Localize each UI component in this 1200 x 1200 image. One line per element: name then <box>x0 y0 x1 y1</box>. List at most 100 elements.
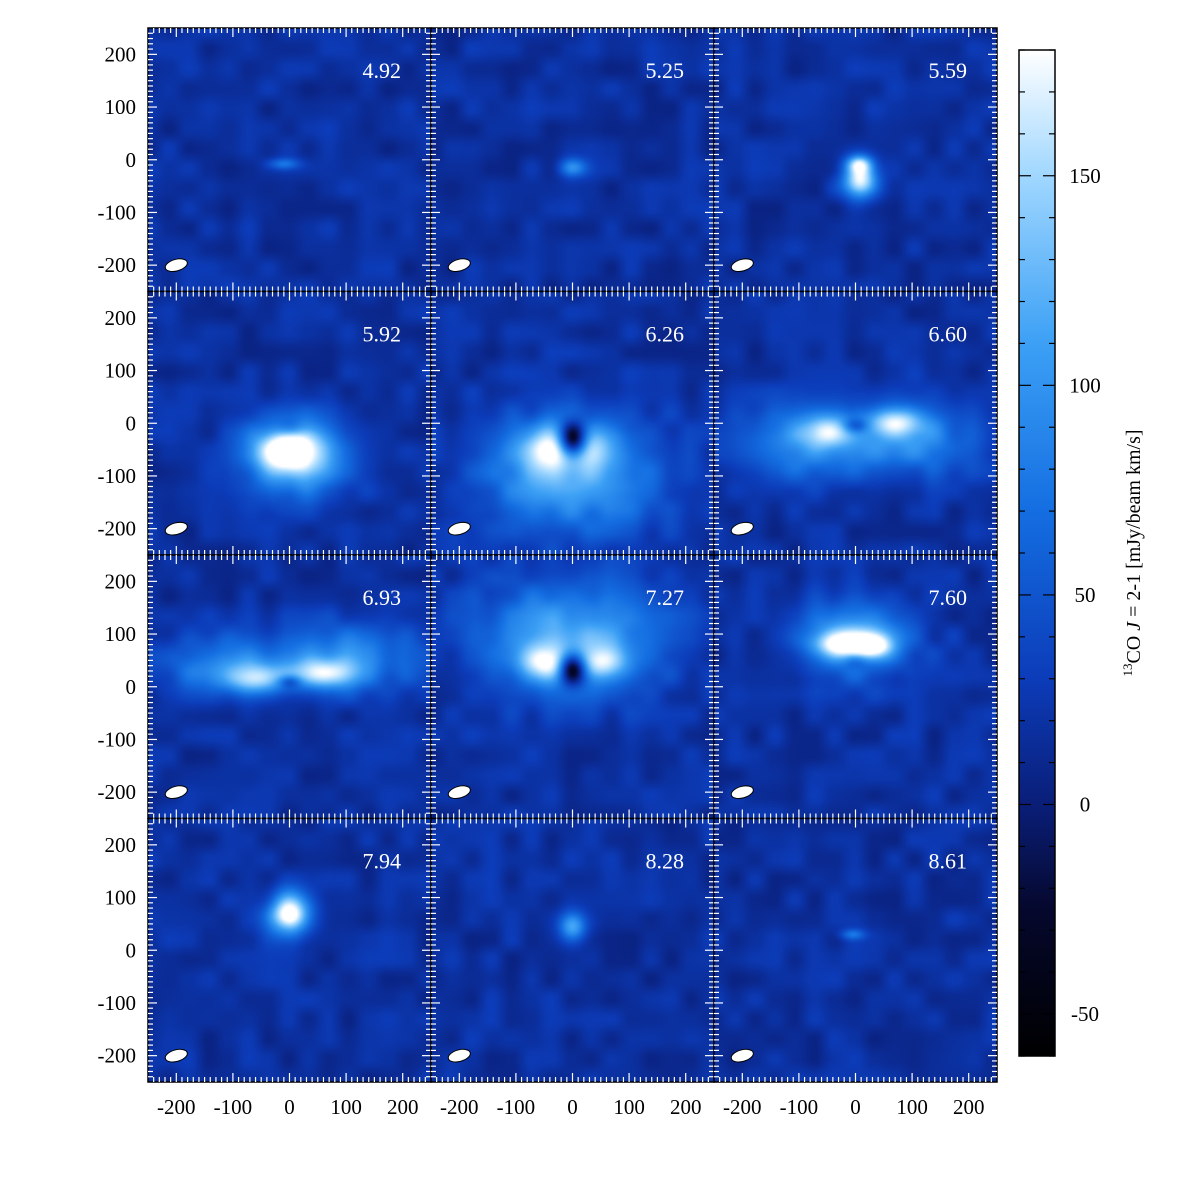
intensity-map <box>714 818 997 1082</box>
intensity-map <box>431 28 714 292</box>
y-tick-label: 200 <box>105 306 137 330</box>
colorbar-label: 13CO J = 2-1 [mJy/beam km/s] <box>1120 429 1145 676</box>
panel-ticks <box>431 555 714 819</box>
beam-ellipse <box>730 258 754 272</box>
beam-ellipse <box>730 521 754 536</box>
channel-panels: 4.92 200 100 0 -100 -200 5.25 5.59 5.92 200 100 0 -1… <box>98 27 998 1119</box>
x-tick-label: 0 <box>567 1095 578 1119</box>
x-tick-label: 100 <box>613 1095 645 1119</box>
panel-ticks <box>431 818 714 1082</box>
x-tick-label: -100 <box>214 1095 253 1119</box>
x-tick-label: 100 <box>330 1095 362 1119</box>
colorbar: -50 0 50 100 150 13CO J = 2-1 [mJy/beam km/s] <box>1018 49 1145 1057</box>
channel-panel: 6.60 <box>713 290 998 556</box>
y-tick-label: -200 <box>98 1044 137 1068</box>
channel-panel: 8.61 -200 -100 0 100 200 <box>713 817 998 1119</box>
channel-panel: 7.94 200 100 0 -100 -200 -200 -100 0 100 200 <box>98 817 432 1119</box>
channel-panel: 4.92 200 100 0 -100 -200 <box>98 27 432 293</box>
colorbar-tick-label: 150 <box>1069 164 1101 188</box>
x-tick-label: 100 <box>896 1095 928 1119</box>
y-tick-label: 100 <box>105 359 137 383</box>
y-tick-label: -100 <box>98 727 137 751</box>
beam-ellipse <box>447 521 471 536</box>
panel-ticks <box>148 818 431 1082</box>
velocity-label: 5.59 <box>929 58 968 83</box>
velocity-label: 5.92 <box>363 322 402 347</box>
y-tick-label: 0 <box>126 148 137 172</box>
velocity-label: 6.60 <box>929 322 968 347</box>
panel-ticks <box>714 818 997 1082</box>
panel-ticks <box>714 291 997 555</box>
x-tick-label: 0 <box>284 1095 295 1119</box>
velocity-label: 7.60 <box>929 585 968 610</box>
colorbar-tick-label: -50 <box>1071 1002 1099 1026</box>
channel-panel: 5.92 200 100 0 -100 -200 <box>98 290 432 556</box>
panel-ticks <box>714 555 997 819</box>
x-tick-label: 200 <box>953 1095 985 1119</box>
x-tick-label: 200 <box>670 1095 702 1119</box>
y-tick-label: 0 <box>126 675 137 699</box>
beam-ellipse <box>730 1048 754 1063</box>
velocity-label: 5.25 <box>646 58 685 83</box>
channel-panel: 5.59 <box>713 27 998 293</box>
intensity-map <box>431 818 714 1082</box>
beam-ellipse <box>447 258 471 272</box>
velocity-label: 7.27 <box>646 585 685 610</box>
y-tick-label: -200 <box>98 253 137 277</box>
panel-ticks <box>148 28 431 292</box>
intensity-map <box>431 291 714 555</box>
velocity-label: 6.93 <box>363 585 402 610</box>
x-tick-label: -200 <box>723 1095 762 1119</box>
beam-ellipse <box>164 1048 188 1063</box>
panel-ticks <box>148 555 431 819</box>
channel-panel: 6.93 200 100 0 -100 -200 <box>98 554 432 820</box>
x-tick-label: -100 <box>780 1095 819 1119</box>
beam-ellipse <box>164 521 188 536</box>
y-tick-label: 0 <box>126 938 137 962</box>
velocity-label: 8.61 <box>929 849 968 874</box>
intensity-map <box>148 28 431 292</box>
intensity-map <box>714 291 997 555</box>
intensity-map <box>431 555 714 819</box>
beam-ellipse <box>447 785 471 799</box>
intensity-map <box>714 555 997 819</box>
y-tick-label: 100 <box>105 886 137 910</box>
beam-ellipse <box>730 785 754 799</box>
panel-ticks <box>714 28 997 292</box>
beam-ellipse <box>447 1048 471 1063</box>
panel-ticks <box>148 291 431 555</box>
channel-panel: 8.28 -200 -100 0 100 200 <box>430 817 715 1119</box>
channel-panel: 6.26 <box>430 290 715 556</box>
y-tick-label: -100 <box>98 200 137 224</box>
colorbar-tick-label: 100 <box>1069 373 1101 397</box>
y-tick-label: 200 <box>105 833 137 857</box>
velocity-label: 6.26 <box>646 322 685 347</box>
intensity-map <box>148 555 431 819</box>
colorbar-tick-label: 0 <box>1080 793 1091 817</box>
x-tick-label: -200 <box>440 1095 479 1119</box>
x-tick-label: -200 <box>157 1095 196 1119</box>
y-tick-label: 200 <box>105 569 137 593</box>
panel-ticks <box>431 291 714 555</box>
velocity-label: 8.28 <box>646 849 685 874</box>
velocity-label: 4.92 <box>363 58 402 83</box>
velocity-label: 7.94 <box>363 849 402 874</box>
panel-ticks <box>431 28 714 292</box>
y-tick-label: -100 <box>98 464 137 488</box>
y-tick-label: 0 <box>126 411 137 435</box>
y-tick-label: 200 <box>105 42 137 66</box>
beam-ellipse <box>164 258 188 272</box>
y-tick-label: 100 <box>105 95 137 119</box>
channel-panel: 7.27 <box>430 554 715 820</box>
x-tick-label: -100 <box>497 1095 536 1119</box>
intensity-map <box>714 28 997 292</box>
y-tick-label: -100 <box>98 991 137 1015</box>
intensity-map <box>148 291 431 555</box>
x-tick-label: 0 <box>850 1095 861 1119</box>
beam-ellipse <box>164 785 188 799</box>
channel-panel: 7.60 <box>713 554 998 820</box>
y-tick-label: -200 <box>98 517 137 541</box>
y-tick-label: 100 <box>105 622 137 646</box>
y-tick-label: -200 <box>98 780 137 804</box>
